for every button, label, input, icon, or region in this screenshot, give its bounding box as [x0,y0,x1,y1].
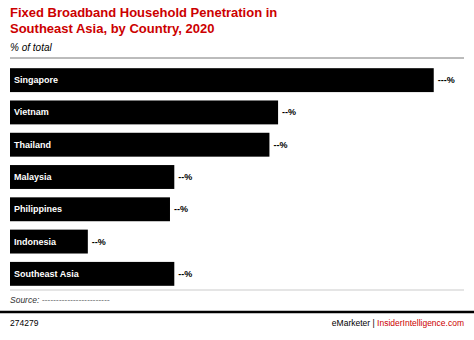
footer-id: 274279 [10,318,39,328]
category-label: Philippines [14,204,62,214]
background [0,0,474,340]
chart: Fixed Broadband Household Penetration in… [0,0,474,340]
source: Source: ------------------------ [10,295,110,305]
x-axis [10,290,464,291]
data-label: --% [92,237,106,247]
category-label: Thailand [14,140,51,150]
bar [10,100,278,124]
data-label: ---% [438,75,455,85]
category-label: Vietnam [14,107,49,117]
header-rule [10,58,464,59]
category-label: Singapore [14,75,58,85]
bar [10,262,174,286]
bar [10,165,174,189]
subtitle: % of total [10,42,52,53]
footer-site: InsiderIntelligence.com [377,318,464,328]
bar [10,68,434,92]
footer-rule [0,311,474,314]
data-label: --% [174,204,188,214]
category-label: Indonesia [14,237,57,247]
footer-brand: eMarketer | [332,318,377,328]
labels: ---% Singapore --% Vietnam --% Thailand --% Mal… [14,75,455,279]
data-label: --% [178,269,192,279]
bar [10,197,170,221]
data-label: --% [178,172,192,182]
data-label: --% [282,107,296,117]
title: Fixed Broadband Household Penetration in… [10,5,277,36]
bar [10,133,269,157]
bar [10,230,88,254]
category-label: Southeast Asia [14,269,80,279]
data-label: --% [273,140,287,150]
category-label: Malaysia [14,172,53,182]
bars [10,68,434,286]
